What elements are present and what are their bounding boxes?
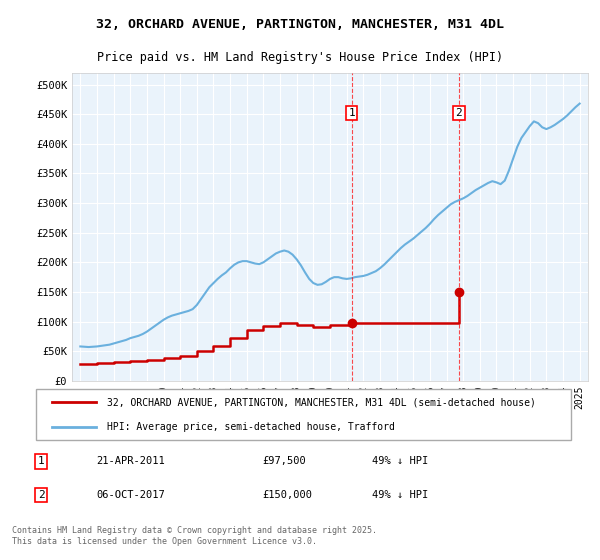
Text: 1: 1 (38, 456, 44, 466)
Text: £97,500: £97,500 (262, 456, 305, 466)
Text: 2: 2 (38, 490, 44, 500)
Text: HPI: Average price, semi-detached house, Trafford: HPI: Average price, semi-detached house,… (107, 422, 395, 432)
Text: Contains HM Land Registry data © Crown copyright and database right 2025.
This d: Contains HM Land Registry data © Crown c… (12, 526, 377, 546)
Text: Price paid vs. HM Land Registry's House Price Index (HPI): Price paid vs. HM Land Registry's House … (97, 51, 503, 64)
Text: 49% ↓ HPI: 49% ↓ HPI (372, 456, 428, 466)
Text: 32, ORCHARD AVENUE, PARTINGTON, MANCHESTER, M31 4DL (semi-detached house): 32, ORCHARD AVENUE, PARTINGTON, MANCHEST… (107, 397, 536, 407)
Text: 21-APR-2011: 21-APR-2011 (96, 456, 165, 466)
Text: 32, ORCHARD AVENUE, PARTINGTON, MANCHESTER, M31 4DL: 32, ORCHARD AVENUE, PARTINGTON, MANCHEST… (96, 18, 504, 31)
Text: 49% ↓ HPI: 49% ↓ HPI (372, 490, 428, 500)
FancyBboxPatch shape (35, 389, 571, 440)
Text: £150,000: £150,000 (262, 490, 312, 500)
Text: 1: 1 (348, 108, 355, 118)
Text: 2: 2 (455, 108, 463, 118)
Text: 06-OCT-2017: 06-OCT-2017 (96, 490, 165, 500)
